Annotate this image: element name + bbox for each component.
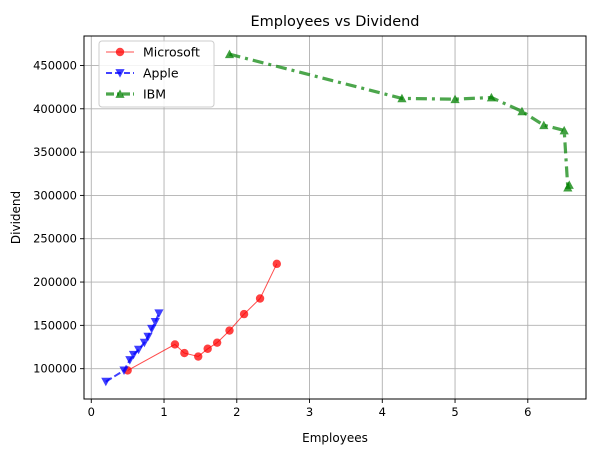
data-point xyxy=(539,120,549,130)
data-point xyxy=(272,259,281,269)
y-tick-label: 450000 xyxy=(33,58,77,72)
x-tick-label: 3 xyxy=(306,405,313,419)
data-point xyxy=(486,92,497,102)
data-point xyxy=(180,348,189,358)
x-tick-label: 4 xyxy=(379,405,386,419)
legend-label: Apple xyxy=(143,66,179,81)
y-tick-label: 150000 xyxy=(33,318,77,332)
series-line xyxy=(105,312,160,383)
y-tick-label: 250000 xyxy=(33,232,77,246)
data-point xyxy=(115,89,125,98)
legend-entry-ibm: IBM xyxy=(106,87,166,102)
y-tick-label: 200000 xyxy=(33,275,77,289)
series-line xyxy=(229,52,571,193)
data-point xyxy=(119,366,129,376)
legend-entry-apple: Apple xyxy=(106,66,179,81)
data-point xyxy=(133,345,144,355)
data-point xyxy=(225,326,234,335)
data-point xyxy=(128,350,139,360)
data-point xyxy=(212,338,222,347)
y-tick-label: 400000 xyxy=(33,102,77,116)
data-point xyxy=(239,309,249,319)
plot-series xyxy=(101,49,574,387)
y-axis-ticks: 100000 150000 200000 250000 300000 350000 4000… xyxy=(33,58,84,376)
x-tick-label: 0 xyxy=(88,405,95,419)
x-tick-label: 2 xyxy=(233,405,240,419)
data-point xyxy=(125,356,135,365)
series-line xyxy=(127,263,278,371)
y-tick-label: 350000 xyxy=(33,145,77,159)
legend: Microsoft Apple IBM xyxy=(98,40,215,108)
x-tick-label: 6 xyxy=(524,405,531,419)
chart-title: Employees vs Dividend xyxy=(250,14,419,30)
data-point xyxy=(559,125,569,135)
y-axis-label: Dividend xyxy=(9,191,23,244)
data-point xyxy=(139,338,149,348)
legend-box xyxy=(98,40,215,108)
y-tick-label: 300000 xyxy=(33,188,77,202)
x-tick-label: 5 xyxy=(451,405,458,419)
plot-area-frame xyxy=(83,35,587,400)
data-point xyxy=(115,69,125,78)
data-point xyxy=(194,352,203,361)
x-axis-label: Employees xyxy=(302,431,368,445)
series-microsoft xyxy=(123,259,281,375)
data-point xyxy=(203,344,212,353)
data-point xyxy=(564,180,574,189)
y-tick-label: 100000 xyxy=(33,362,77,376)
legend-entry-microsoft: Microsoft xyxy=(106,45,200,60)
series-ibm xyxy=(224,49,574,193)
data-point xyxy=(170,340,180,349)
legend-label: Microsoft xyxy=(143,45,200,60)
data-point xyxy=(101,377,111,387)
data-point xyxy=(450,94,460,104)
data-point xyxy=(115,47,125,57)
legend-label: IBM xyxy=(143,87,166,102)
data-point xyxy=(517,106,527,116)
data-point xyxy=(397,93,407,103)
data-point xyxy=(255,294,265,303)
series-apple xyxy=(101,309,164,387)
data-point xyxy=(154,309,164,318)
x-axis-ticks: 0 1 2 3 4 5 6 xyxy=(88,399,531,419)
data-point xyxy=(147,324,157,334)
data-point xyxy=(224,49,235,59)
x-tick-label: 1 xyxy=(160,405,167,419)
data-point xyxy=(150,317,160,327)
data-point xyxy=(143,332,153,342)
